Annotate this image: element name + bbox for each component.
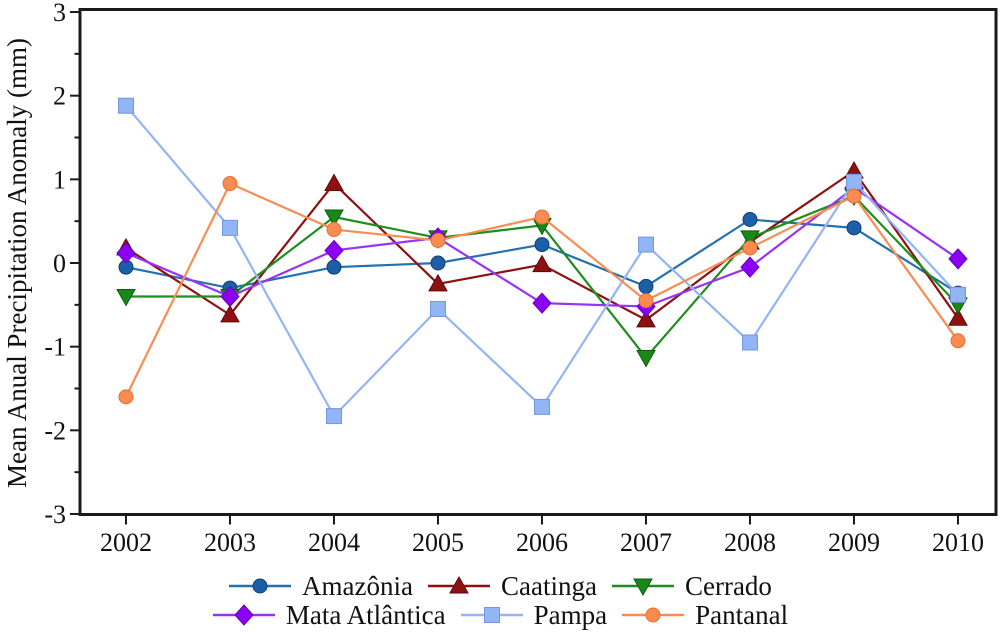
- series-pantanal-marker: [326, 222, 342, 238]
- series-amazonia-marker: [326, 259, 342, 275]
- legend-item-caatinga: Caatinga: [427, 572, 597, 600]
- mata-atlantica-diamond-icon: [212, 604, 275, 626]
- pampa-square-icon: [460, 607, 523, 623]
- y-tick-label: 2: [53, 82, 66, 111]
- x-tick-label: 2003: [204, 528, 256, 557]
- legend-marker: [483, 607, 500, 623]
- legend-marker: [645, 607, 661, 623]
- series-pampa-marker: [742, 334, 758, 351]
- series-caatinga-marker: [220, 304, 240, 323]
- series-mata-atlantica-marker: [948, 248, 968, 270]
- x-tick-label: 2002: [100, 528, 152, 557]
- legend-label: Amazônia: [302, 571, 413, 601]
- legend-marker: [252, 578, 268, 594]
- legend-label: Cerrado: [684, 571, 772, 601]
- series-pampa-marker: [638, 236, 654, 253]
- legend-marker: [633, 578, 653, 597]
- series-cerrado-marker: [324, 209, 344, 228]
- legend-marker: [449, 575, 469, 594]
- series-mata-atlantica-marker: [532, 292, 552, 314]
- series-pantanal-marker: [222, 176, 238, 192]
- pantanal-circle-icon: [622, 607, 685, 623]
- series-amazonia-marker: [534, 237, 550, 253]
- amazonia-circle-icon: [229, 578, 292, 594]
- series-pampa-marker: [534, 398, 550, 415]
- series-amazonia-marker: [846, 220, 862, 236]
- y-tick-label: -1: [44, 333, 66, 362]
- x-tick-label: 2005: [412, 528, 464, 557]
- y-tick-label: 0: [53, 249, 66, 278]
- series-pantanal-marker: [430, 232, 446, 248]
- chart-legend: Amazônia Caatinga Cerrado Mata Atlântica Pam…: [0, 572, 1000, 629]
- x-tick-label: 2009: [828, 528, 880, 557]
- x-tick-label: 2008: [724, 528, 776, 557]
- legend-item-pantanal: Pantanal: [621, 601, 788, 629]
- plot-border: [78, 8, 998, 516]
- x-tick-label: 2010: [932, 528, 984, 557]
- series-amazonia-marker: [638, 278, 654, 294]
- series-pampa-marker: [950, 286, 966, 303]
- y-axis: 3 2 1 0 -1 -2 -3: [44, 0, 79, 529]
- y-tick-label: 1: [53, 165, 66, 194]
- series-pantanal: [118, 176, 966, 405]
- series-pantanal-marker: [534, 209, 550, 225]
- series-caatinga-marker: [324, 173, 344, 192]
- series-caatinga-marker: [428, 273, 448, 292]
- series-caatinga-marker: [636, 309, 656, 328]
- legend-label: Pampa: [533, 600, 608, 630]
- legend-item-pampa: Pampa: [460, 600, 608, 630]
- x-tick-label: 2006: [516, 528, 568, 557]
- x-tick-label: 2004: [308, 528, 360, 557]
- series-pantanal-marker: [118, 389, 134, 405]
- cerrado-triangle-down-icon: [611, 578, 674, 597]
- y-tick-label: -3: [44, 500, 66, 529]
- series-pantanal-marker: [742, 240, 758, 256]
- series-pampa-marker: [430, 301, 446, 318]
- series-mata-atlantica-marker: [220, 285, 240, 308]
- series-caatinga-marker: [532, 254, 552, 273]
- legend-row: Mata Atlântica Pampa Pantanal: [212, 601, 788, 629]
- x-axis: 2002 2003 2004 2005 2006 2007 2008 2009 2010: [100, 515, 984, 557]
- series-pantanal-marker: [950, 333, 966, 349]
- legend-label: Pantanal: [695, 600, 789, 630]
- y-tick-label: -2: [44, 416, 66, 445]
- legend-label: Mata Atlântica: [285, 600, 446, 630]
- series-pampa-marker: [846, 173, 862, 190]
- series-pantanal-marker: [638, 293, 654, 309]
- legend-label: Caatinga: [501, 571, 597, 601]
- x-tick-label: 2007: [620, 528, 672, 557]
- legend-row: Amazônia Caatinga Cerrado: [228, 572, 772, 600]
- series-amazonia-marker: [430, 255, 446, 271]
- series-pampa-marker: [326, 408, 342, 425]
- series-pantanal-marker: [846, 188, 862, 204]
- caatinga-triangle-up-icon: [428, 575, 490, 594]
- series-pampa-marker: [118, 97, 134, 114]
- series-cerrado-marker: [740, 230, 760, 248]
- series-cerrado-marker: [636, 350, 656, 368]
- legend-item-amazonia: Amazônia: [228, 572, 413, 600]
- series-caatinga-marker: [948, 308, 968, 326]
- series-mata-atlantica-marker: [116, 242, 136, 264]
- series-amazonia-marker: [742, 211, 758, 227]
- legend-item-cerrado: Cerrado: [611, 572, 772, 600]
- series-mata-atlantica-marker: [740, 256, 760, 278]
- series-mata-atlantica-marker: [324, 239, 344, 262]
- legend-item-mata-atlantica: Mata Atlântica: [212, 601, 446, 629]
- series-pampa-marker: [222, 219, 238, 236]
- legend-marker: [234, 604, 254, 626]
- series-pampa: [118, 97, 966, 425]
- y-axis-title: Mean Anual Precipitation Anomaly (mm): [2, 38, 32, 488]
- series-cerrado-marker: [116, 288, 136, 307]
- y-tick-label: 3: [53, 0, 66, 27]
